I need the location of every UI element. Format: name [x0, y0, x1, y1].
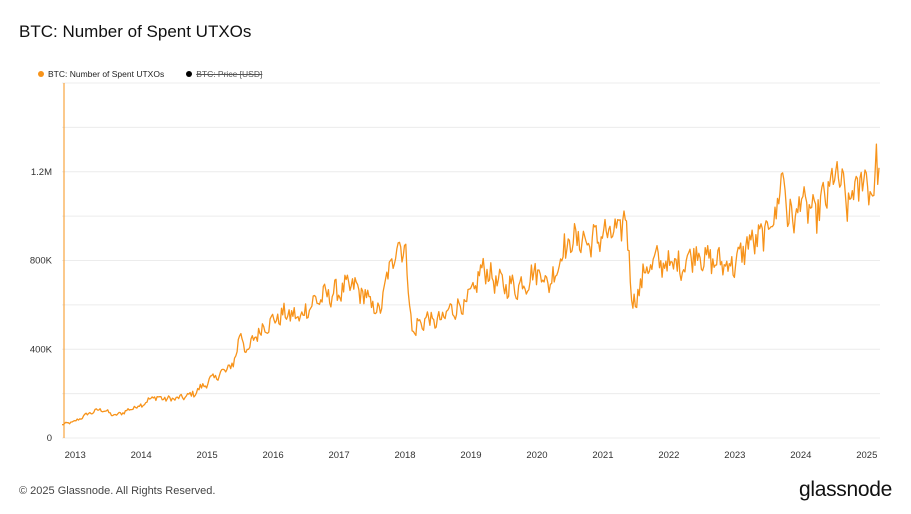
x-tick-label: 2015 [197, 450, 218, 461]
x-tick-label: 2018 [394, 450, 415, 461]
legend-dot-btc-price [186, 71, 193, 77]
x-tick-label: 2023 [724, 450, 745, 461]
x-tick-label: 2016 [263, 450, 284, 461]
chart-title: BTC: Number of Spent UTXOs [19, 22, 252, 41]
x-tick-label: 2019 [460, 450, 481, 461]
x-tick-label: 2021 [592, 450, 613, 461]
legend-label-spent-utxos: BTC: Number of Spent UTXOs [48, 69, 165, 79]
y-tick-label: 800K [30, 256, 53, 267]
y-tick-label: 0 [47, 433, 52, 444]
x-tick-label: 2017 [328, 450, 349, 461]
chart-legend: BTC: Number of Spent UTXOs BTC: Price [U… [38, 69, 284, 79]
legend-dot-spent-utxos [38, 71, 44, 77]
series-line-0 [61, 143, 880, 426]
y-tick-label: 400K [30, 344, 53, 355]
x-tick-label: 2020 [526, 450, 547, 461]
x-tick-label: 2014 [131, 450, 152, 461]
brand-logo: glassnode [798, 478, 892, 501]
legend-label-btc-price: BTC: Price [USD] [196, 69, 263, 79]
legend-item-spent-utxos[interactable]: BTC: Number of Spent UTXOs [38, 69, 164, 79]
copyright-text: © 2025 Glassnode. All Rights Reserved. [19, 485, 216, 497]
x-tick-label: 2022 [658, 450, 679, 461]
legend-item-btc-price[interactable]: BTC: Price [USD] [186, 69, 262, 79]
x-tick-label: 2025 [856, 450, 877, 461]
x-tick-label: 2024 [790, 450, 811, 461]
y-tick-label: 1.2M [31, 167, 52, 178]
x-tick-label: 2013 [65, 450, 86, 461]
